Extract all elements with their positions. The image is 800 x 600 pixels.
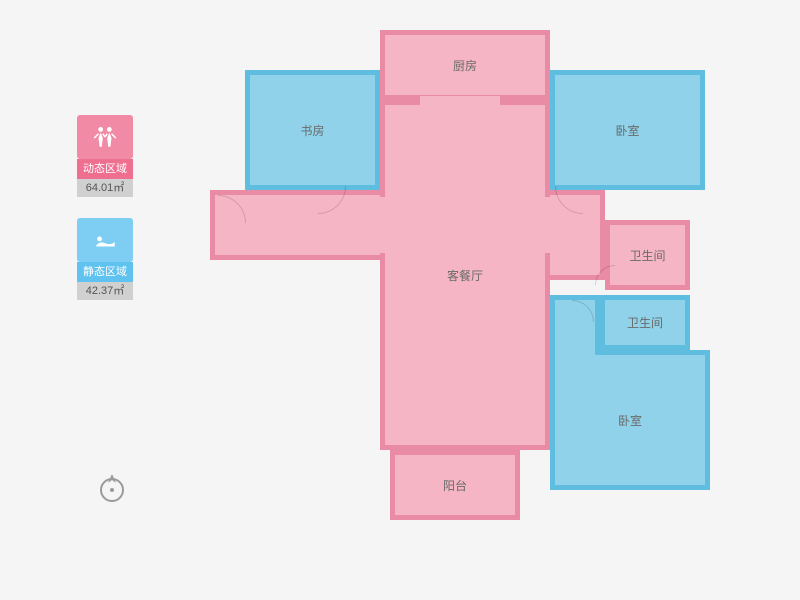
room-label: 卫生间 — [627, 314, 663, 331]
compass-icon — [95, 470, 129, 509]
sleep-icon — [92, 227, 118, 253]
legend-static: 静态区域 42.37㎡ — [77, 218, 133, 300]
legend-dynamic-value: 64.01㎡ — [77, 179, 133, 197]
floor-plan: 厨房 客餐厅 书房 卧室 卫生间 卫生间 卧室 阳台 — [200, 20, 730, 550]
people-icon — [92, 124, 118, 150]
room-bath-pink: 卫生间 — [605, 220, 690, 290]
legend-dynamic-label: 动态区域 — [77, 159, 133, 179]
room-label: 卧室 — [615, 122, 639, 139]
room-label: 卫生间 — [629, 247, 665, 264]
room-label: 客餐厅 — [447, 267, 483, 284]
legend-dynamic-icon — [77, 115, 133, 159]
room-label: 厨房 — [453, 57, 477, 74]
legend-static-label: 静态区域 — [77, 262, 133, 282]
gap-living-kitchen — [420, 96, 500, 106]
legend-static-icon — [77, 218, 133, 262]
room-label: 阳台 — [443, 477, 467, 494]
gap-bedroom-ext — [555, 346, 595, 358]
room-label: 书房 — [300, 122, 324, 139]
legend-static-value: 42.37㎡ — [77, 282, 133, 300]
room-balcony: 阳台 — [390, 450, 520, 520]
room-study: 书房 — [245, 70, 380, 190]
room-living-main: 客餐厅 — [380, 100, 550, 450]
room-kitchen: 厨房 — [380, 30, 550, 100]
room-bedroom-ne: 卧室 — [550, 70, 705, 190]
room-hall-left — [210, 190, 385, 260]
gap-living-hall-left — [380, 197, 390, 253]
legend-dynamic: 动态区域 64.01㎡ — [77, 115, 133, 197]
room-bedroom-se: 卧室 — [550, 350, 710, 490]
room-label: 卧室 — [618, 412, 642, 429]
gap-living-hall-right — [543, 197, 553, 253]
room-bath-blue: 卫生间 — [600, 295, 690, 350]
